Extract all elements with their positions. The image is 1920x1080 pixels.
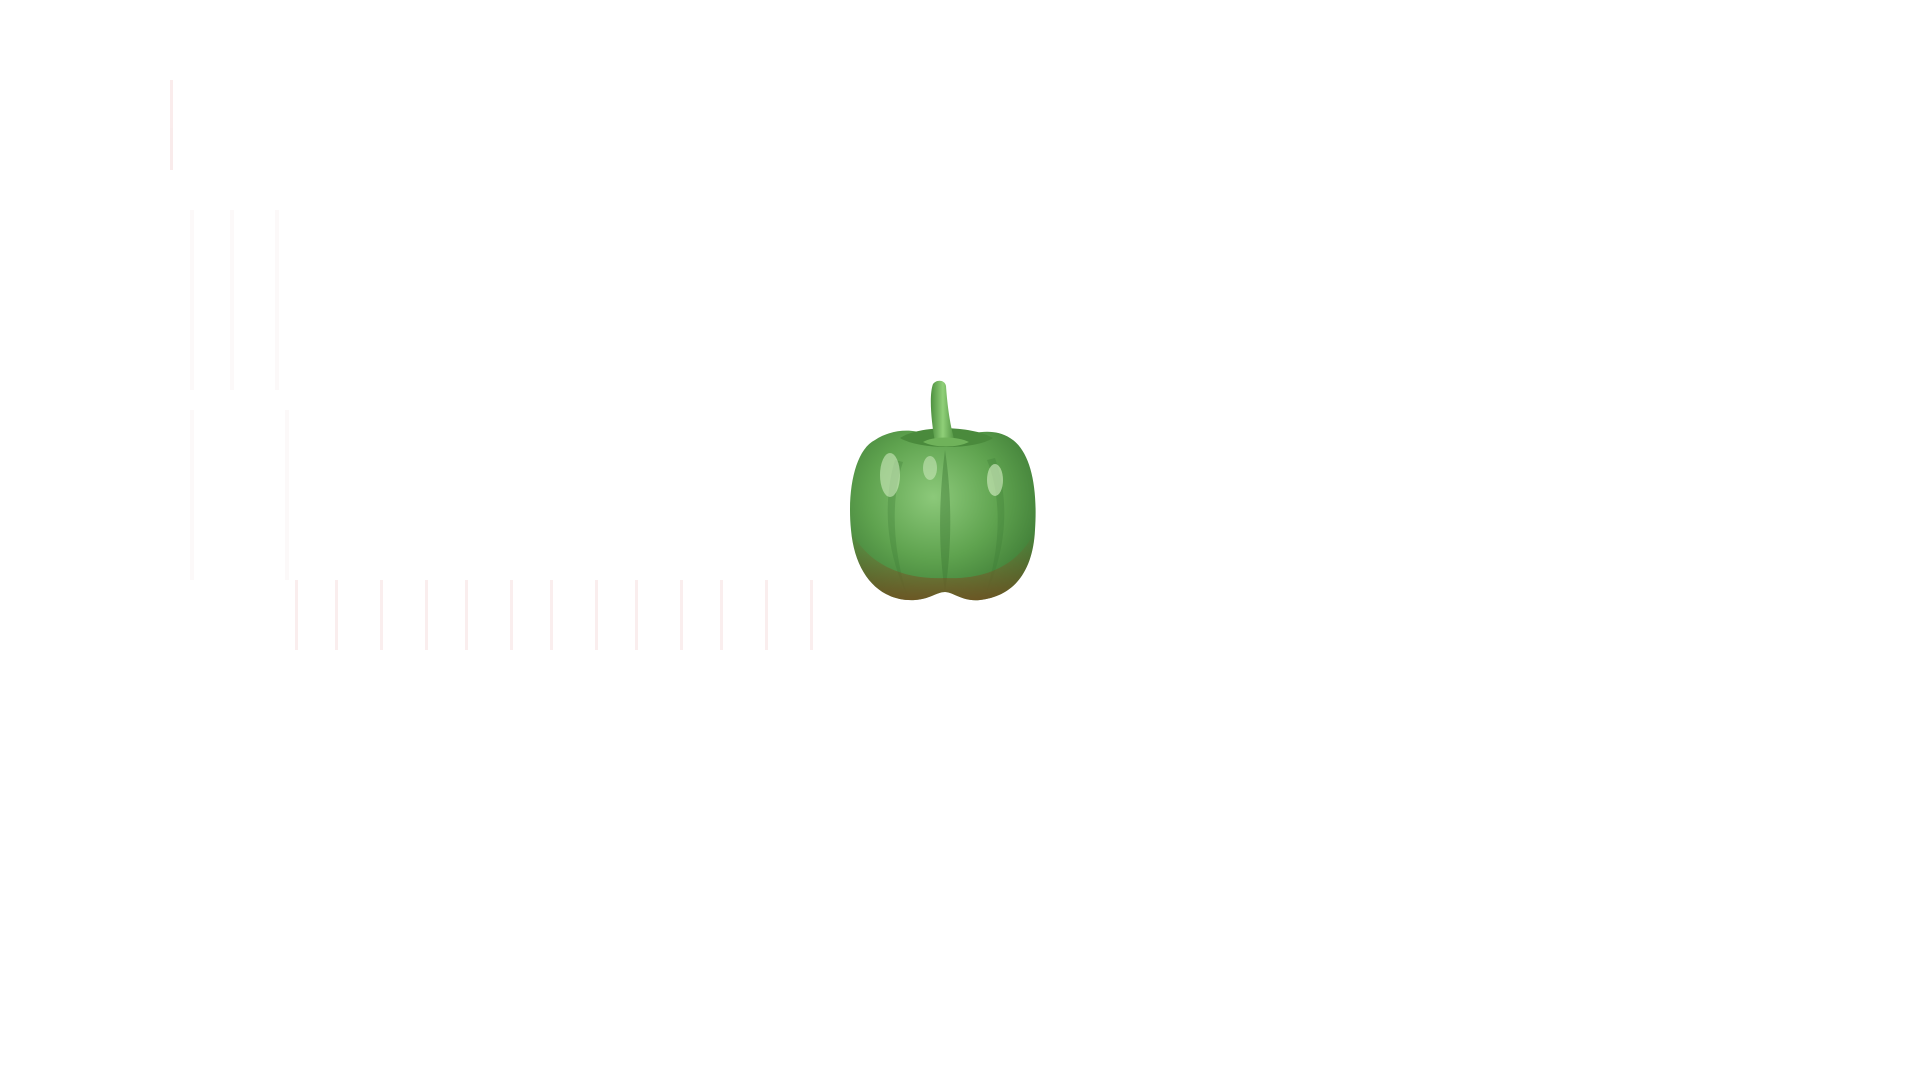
green-bell-pepper-icon <box>850 380 1036 601</box>
faint-background-streaks <box>170 80 813 650</box>
